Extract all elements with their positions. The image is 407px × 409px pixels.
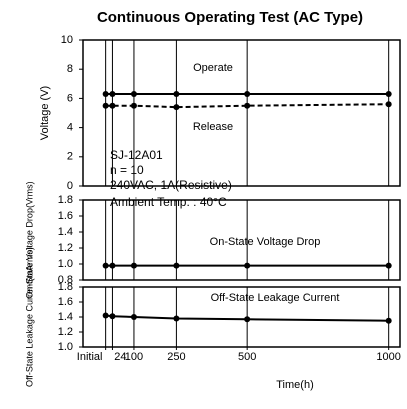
data-point: [102, 312, 109, 319]
y-axis-label: Off-State Leakage Current(mArms): [24, 247, 34, 387]
y-axis-label: On-State Voltage Drop(Vrms): [24, 181, 34, 298]
data-point: [244, 262, 251, 269]
annotation: Ambient Temp. : 40°C: [110, 195, 227, 209]
data-point: [109, 262, 116, 269]
data-point: [173, 91, 180, 98]
y-tick-label: 8: [67, 63, 73, 75]
data-point: [102, 91, 109, 98]
data-point: [385, 91, 392, 98]
series-label: Off-State Leakage Current: [211, 292, 340, 304]
x-tick-label: 500: [238, 351, 256, 363]
data-point: [130, 314, 137, 320]
data-point: [109, 313, 116, 320]
y-tick-label: 0: [67, 180, 73, 192]
series-label: Release: [193, 121, 233, 133]
data-point: [173, 104, 180, 111]
annotation: SJ-12A01: [110, 148, 163, 162]
y-tick-label: 2: [67, 151, 73, 163]
data-point: [102, 262, 109, 269]
data-point: [385, 262, 392, 269]
data-point: [244, 102, 251, 109]
data-point: [244, 316, 251, 323]
data-point: [244, 91, 251, 98]
y-tick-label: 1.0: [58, 341, 73, 353]
panel-frame: [82, 286, 401, 348]
panel-frame: [82, 199, 401, 281]
y-tick-label: 1.4: [58, 226, 73, 238]
data-point: [109, 102, 116, 109]
annotation: 240VAC, 1A(Resistive): [110, 178, 232, 192]
data-point: [385, 317, 392, 324]
data-point: [173, 315, 180, 322]
data-point: [173, 262, 180, 269]
y-tick-label: 1.8: [58, 194, 73, 206]
annotation: n = 10: [110, 163, 144, 177]
y-tick-label: 1.6: [58, 210, 73, 222]
y-tick-label: 1.6: [58, 296, 73, 308]
y-tick-label: 0.8: [58, 274, 73, 286]
chart-title: Continuous Operating Test (AC Type): [97, 9, 363, 26]
series-line: [105, 103, 389, 109]
x-tick-label: 1000: [376, 351, 400, 363]
y-tick-label: 1.4: [58, 311, 73, 323]
series-label: On-State Voltage Drop: [210, 236, 321, 248]
x-tick-label: 250: [167, 351, 185, 363]
y-tick-label: 6: [67, 92, 73, 104]
panel-frame: [82, 39, 401, 187]
y-tick-label: 10: [61, 34, 73, 46]
data-point: [130, 102, 137, 109]
y-tick-label: 1.0: [58, 258, 73, 270]
y-axis-label: Voltage (V): [39, 86, 51, 140]
x-tick-label: 100: [125, 351, 143, 363]
x-tick-label: Initial: [77, 351, 103, 363]
y-tick-label: 4: [67, 122, 73, 134]
data-point: [130, 91, 137, 98]
y-tick-label: 1.2: [58, 242, 73, 254]
y-tick-label: 1.8: [58, 281, 73, 293]
data-point: [109, 91, 116, 98]
data-point: [130, 262, 137, 269]
data-point: [385, 101, 392, 108]
data-point: [102, 102, 109, 109]
x-tick-label: 24: [114, 351, 126, 363]
x-axis-label: Time(h): [276, 379, 313, 391]
y-tick-label: 1.2: [58, 326, 73, 338]
series-label: Operate: [193, 62, 233, 74]
